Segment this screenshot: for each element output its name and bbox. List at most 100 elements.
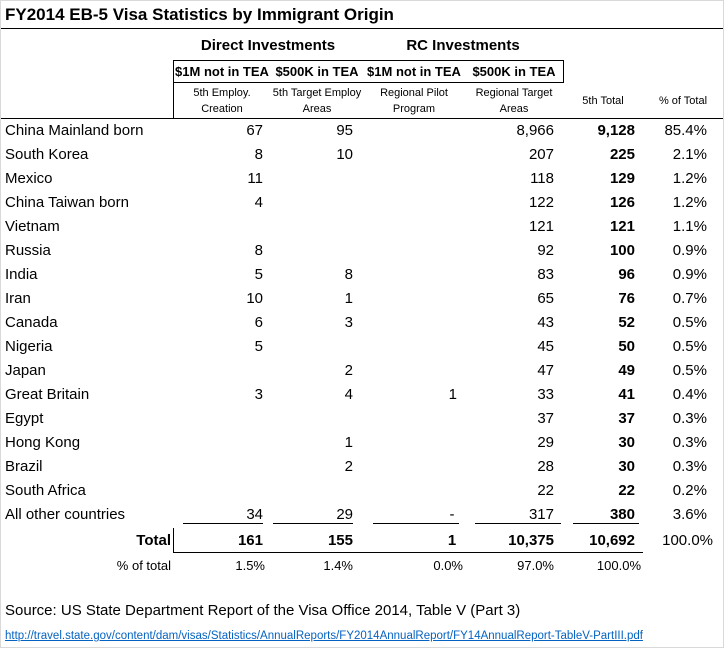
direct-investments-header: Direct Investments	[200, 37, 336, 54]
subheader-right-border	[563, 60, 564, 83]
row-1-country: South Korea	[5, 146, 89, 163]
subheader-direct-500k: $500K in TEA	[275, 64, 359, 79]
row-14-c4: 28	[537, 458, 554, 475]
row-13-country: Hong Kong	[5, 434, 81, 451]
row-15-country: South Africa	[5, 482, 86, 499]
sum-underline	[183, 523, 263, 524]
desc-target-employ-areas: 5th Target Employ Areas	[272, 87, 362, 115]
subheader-rc-1m: $1M not in TEA	[367, 64, 461, 79]
row-16-pct: 3.6%	[672, 506, 707, 523]
total-grand: 10,692	[589, 532, 635, 549]
row-2-c4: 118	[530, 170, 554, 187]
row-9-total: 50	[618, 338, 635, 355]
total-c1: 161	[237, 532, 263, 549]
row-1-c1: 8	[254, 146, 263, 163]
header-bottom-border	[1, 118, 723, 119]
row-7-total: 76	[618, 290, 635, 307]
row-9-c1: 5	[254, 338, 263, 355]
row-6-country: India	[5, 266, 38, 283]
title-divider	[1, 28, 723, 29]
row-4-c4: 121	[528, 218, 554, 235]
row-6-c2: 8	[344, 266, 353, 283]
row-1-c4: 207	[528, 146, 554, 163]
subheader-direct-1m: $1M not in TEA	[175, 64, 269, 79]
total-bottom-border	[173, 552, 643, 553]
desc-regional-target: Regional Target Areas	[475, 87, 553, 115]
row-11-pct: 0.4%	[672, 386, 707, 403]
source-link[interactable]: http://travel.state.gov/content/dam/visa…	[5, 630, 643, 642]
row-10-country: Japan	[5, 362, 46, 379]
row-10-total: 49	[618, 362, 635, 379]
total-c2: 155	[327, 532, 353, 549]
row-13-total: 30	[618, 434, 635, 451]
row-6-c4: 83	[537, 266, 554, 283]
row-10-pct: 0.5%	[672, 362, 707, 379]
row-8-c1: 6	[254, 314, 263, 331]
row-3-country: China Taiwan born	[5, 194, 129, 211]
row-7-c4: 65	[537, 290, 554, 307]
row-8-pct: 0.5%	[672, 314, 707, 331]
total-c4: 10,375	[508, 532, 554, 549]
desc-employ-creation: 5th Employ. Creation	[193, 87, 251, 115]
row-0-country: China Mainland born	[5, 122, 144, 139]
row-8-total: 52	[618, 314, 635, 331]
pct-row-c3: 0.0%	[433, 558, 463, 573]
row-4-country: Vietnam	[5, 218, 60, 235]
subheader-rc-500k: $500K in TEA	[472, 64, 556, 79]
row-12-total: 37	[618, 410, 635, 427]
pct-row-c4: 97.0%	[517, 558, 554, 573]
row-16-c2: 29	[336, 506, 353, 523]
sum-underline	[573, 523, 639, 524]
row-14-country: Brazil	[5, 458, 43, 475]
row-10-c2: 2	[344, 362, 353, 379]
row-11-c1: 3	[254, 386, 263, 403]
row-14-c2: 2	[344, 458, 353, 475]
row-16-c3: -	[449, 506, 455, 523]
pct-row-label: % of total	[116, 558, 171, 573]
header-left-border	[173, 60, 174, 118]
row-7-country: Iran	[5, 290, 31, 307]
percent-column-header: % of Total	[658, 95, 708, 107]
row-0-c4: 8,966	[516, 122, 554, 139]
row-8-country: Canada	[5, 314, 58, 331]
row-8-c4: 43	[537, 314, 554, 331]
total-label: Total	[136, 532, 171, 549]
row-9-pct: 0.5%	[672, 338, 707, 355]
row-3-total: 126	[609, 194, 635, 211]
row-2-country: Mexico	[5, 170, 53, 187]
row-13-c4: 29	[537, 434, 554, 451]
row-7-c1: 10	[246, 290, 263, 307]
row-2-c1: 11	[247, 170, 263, 187]
row-16-total: 380	[609, 506, 635, 523]
pct-row-total: 100.0%	[596, 558, 641, 573]
row-7-c2: 1	[344, 290, 353, 307]
table-title: FY2014 EB-5 Visa Statistics by Immigrant…	[5, 5, 394, 24]
row-11-c4: 33	[537, 386, 554, 403]
row-0-pct: 85.4%	[664, 122, 707, 139]
row-6-c1: 5	[254, 266, 263, 283]
row-11-c2: 4	[344, 386, 353, 403]
pct-row-c2: 1.4%	[323, 558, 353, 573]
row-16-c4: 317	[528, 506, 554, 523]
row-5-c1: 8	[254, 242, 263, 259]
row-2-pct: 1.2%	[672, 170, 707, 187]
row-11-country: Great Britain	[5, 386, 90, 403]
sum-underline	[475, 523, 561, 524]
row-12-c4: 37	[537, 410, 554, 427]
row-11-total: 41	[618, 386, 635, 403]
row-2-total: 129	[609, 170, 635, 187]
source-note: Source: US State Department Report of th…	[5, 602, 521, 619]
row-14-pct: 0.3%	[672, 458, 707, 475]
row-5-c4: 92	[537, 242, 554, 259]
row-13-c2: 1	[344, 434, 353, 451]
row-1-pct: 2.1%	[672, 146, 707, 163]
row-4-pct: 1.1%	[672, 218, 707, 235]
row-5-country: Russia	[5, 242, 51, 259]
row-9-country: Nigeria	[5, 338, 53, 355]
row-16-c1: 34	[246, 506, 263, 523]
row-4-total: 121	[609, 218, 635, 235]
row-0-c2: 95	[336, 122, 353, 139]
row-3-c4: 122	[528, 194, 554, 211]
row-10-c4: 47	[537, 362, 554, 379]
